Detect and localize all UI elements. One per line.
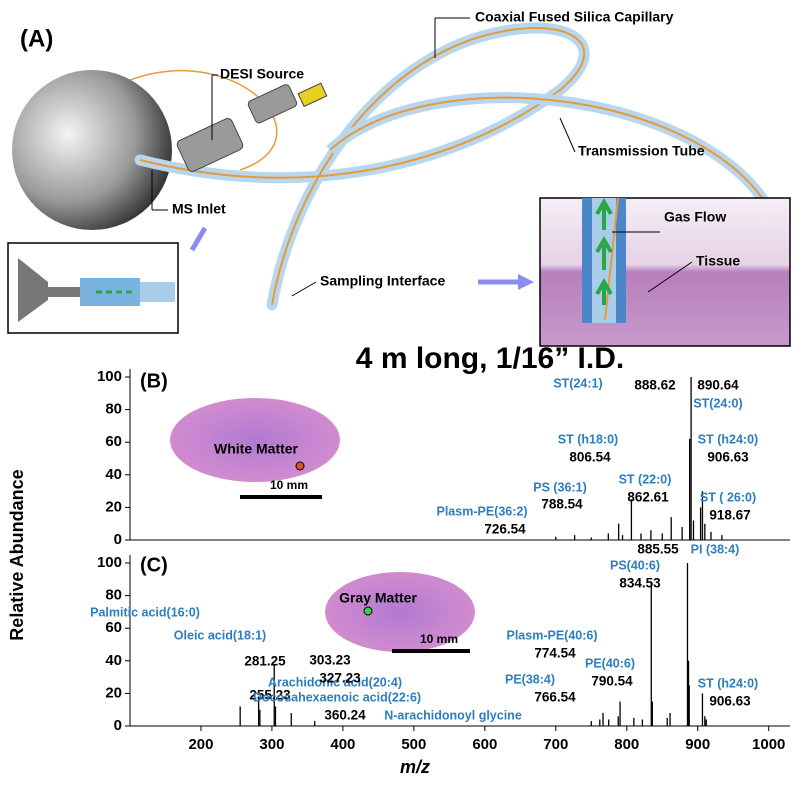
brain-section [325,572,475,652]
diagram [7,17,791,347]
peak-name: ST (h18:0) [558,432,618,446]
y-tick-label: 0 [114,531,122,548]
peak-mz: 790.54 [591,674,633,689]
sample-spot [363,606,373,616]
peak-mz: 888.62 [634,378,675,393]
leader [291,281,317,297]
peak-mz: 890.64 [697,378,739,393]
arrow [189,226,208,252]
inset-label: Gray Matter [339,590,417,606]
peak-name: ST(24:1) [553,376,602,390]
leader [559,117,576,153]
y-tick-label: 60 [105,619,122,636]
panel-label: (B) [140,370,168,392]
inlet-tube [140,282,175,302]
scale-bar-label: 10 mm [270,478,308,492]
peak-mz: 303.23 [309,653,351,668]
sampling-inset [539,197,791,347]
peak-mz: 255.23 [249,688,291,703]
y-axis-title: Relative Abundance [7,469,27,640]
peak-name: ST ( 26:0) [700,490,756,504]
peak-mz: 281.25 [244,654,286,669]
y-tick-label: 100 [97,554,122,571]
diagram-label: Transmission Tube [578,143,705,159]
peak-mz: 918.67 [709,508,750,523]
leader [647,261,693,293]
peak-mz: 774.54 [534,646,576,661]
peak-mz: 906.63 [709,694,751,709]
x-tick-label: 300 [259,736,284,753]
diagram-label: Tissue [696,253,740,269]
scale-bar-label: 10 mm [420,632,458,646]
peak-name: ST (h24:0) [698,432,758,446]
x-tick-label: 700 [543,736,568,753]
x-tick-label: 600 [472,736,497,753]
y-tick-label: 60 [105,433,122,450]
peak-name: PI (38:4) [691,542,740,556]
diagram-label: MS Inlet [172,201,226,217]
y-tick-label: 100 [97,368,122,385]
x-tick-label: 800 [614,736,639,753]
tube [134,22,590,311]
peak-mz: 885.55 [637,542,679,557]
panel-label: (A) [20,25,53,52]
peak-name: ST(24:0) [693,396,742,410]
peak-mz: 862.61 [627,490,669,505]
peak-name: Plasm-PE(36:2) [436,504,527,518]
peak-name: PS (36:1) [533,480,587,494]
peak-mz: 726.54 [484,522,526,537]
diagram-label: DESI Source [220,66,304,82]
x-tick-label: 500 [401,736,426,753]
x-tick-label: 400 [330,736,355,753]
peak-name: Plasm-PE(40:6) [506,628,597,642]
peak-mz: 788.54 [541,497,583,512]
diagram-label: Coaxial Fused Silica Capillary [475,9,674,25]
y-tick-label: 80 [105,587,122,604]
source-body [176,118,244,172]
panel-label: (C) [140,554,168,576]
x-axis-title: m/z [400,757,430,777]
x-tick-label: 200 [188,736,213,753]
diagram-label: Gas Flow [664,209,726,225]
sampling-capillary [604,197,619,321]
y-tick-label: 20 [105,498,122,515]
x-tick-label: 1000 [752,736,785,753]
desi-source [176,82,328,172]
peak-mz: 766.54 [534,690,576,705]
y-tick-label: 40 [105,466,122,483]
gas-arrows [595,198,613,305]
peak-name: Palmitic acid(16:0) [90,605,200,619]
x-tick-label: 900 [685,736,710,753]
peak-mz: 806.54 [569,450,611,465]
inset-label: White Matter [214,441,299,457]
ms-sphere [12,70,172,230]
arrow-head [518,274,534,290]
peak-name: Arachidonic acid(20:4) [268,675,402,689]
source-tip [297,82,328,108]
peak-mz: 834.53 [619,576,661,591]
peak-name: ST (h24:0) [698,676,758,690]
peak-mz: 906.63 [707,450,749,465]
peak-name: PS(40:6) [610,558,660,572]
peak-name: PE(38:4) [505,672,555,686]
sample-spot [295,461,305,471]
peak-mz: 360.24 [324,708,366,723]
y-tick-label: 80 [105,401,122,418]
peak-mz: 327.23 [319,671,361,686]
y-tick-label: 20 [105,684,122,701]
brain-section [170,398,340,482]
peak-name: ST (22:0) [619,472,672,486]
y-tick-label: 40 [105,652,122,669]
peak-name: N-arachidonoyl glycine [384,708,522,722]
source-fitting [247,84,298,124]
peak-name: Docosahexaenoic acid(22:6) [253,690,421,704]
peak-name: PE(40:6) [585,656,635,670]
inlet-cone [18,258,48,322]
y-tick-label: 0 [114,717,122,734]
diagram-label: Sampling Interface [320,273,445,289]
caption: 4 m long, 1/16” I.D. [356,342,624,375]
peak-name: Oleic acid(18:1) [174,628,266,642]
